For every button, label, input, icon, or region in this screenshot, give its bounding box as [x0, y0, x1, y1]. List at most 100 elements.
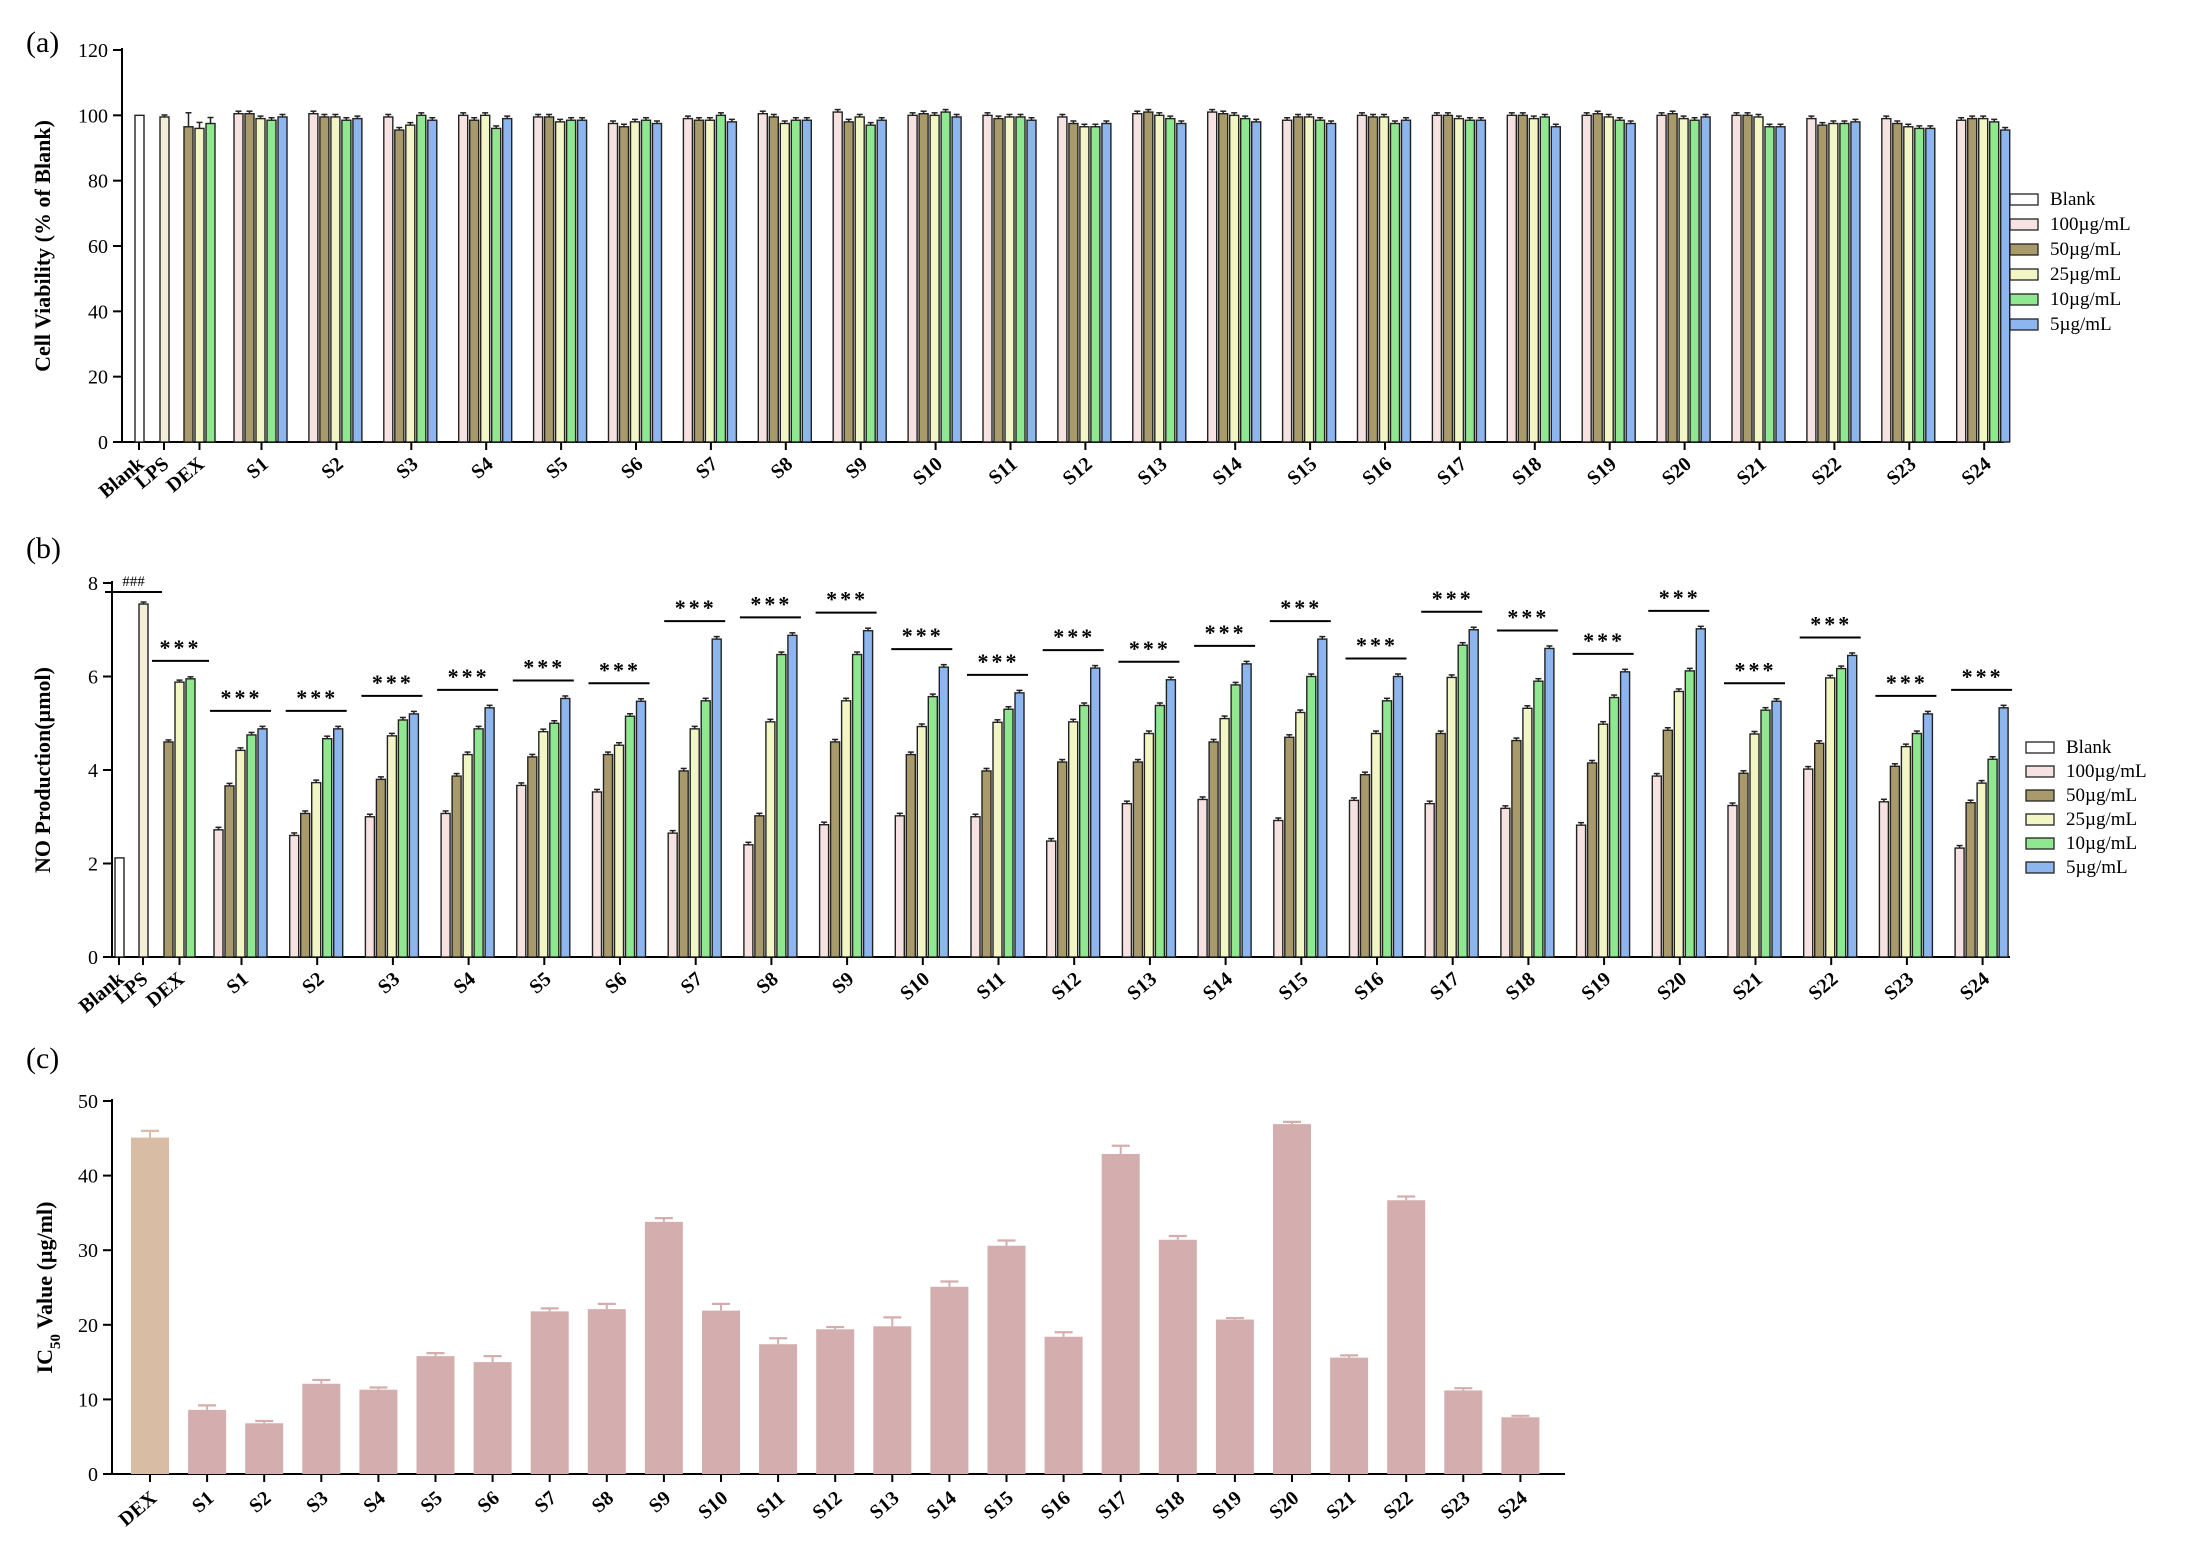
a-bar — [1068, 122, 1079, 443]
b-bar — [1143, 732, 1155, 958]
b-bar-dex — [163, 741, 174, 958]
a-bar — [640, 119, 652, 443]
a-bar — [1165, 117, 1176, 443]
b-bar — [1056, 761, 1068, 958]
b-sig-stars: *** — [1507, 604, 1549, 629]
a-bar — [1367, 116, 1379, 443]
a-legend-swatch — [2009, 193, 2039, 206]
a-bar — [554, 121, 566, 443]
a-bar — [543, 116, 555, 443]
c-bar — [1215, 1319, 1254, 1474]
a-bar — [319, 116, 330, 443]
b-y-tick-label: 4 — [88, 760, 98, 782]
a-bar — [1431, 114, 1443, 443]
b-bar — [1738, 772, 1749, 958]
b-bar — [667, 832, 678, 958]
b-bar — [1878, 801, 1890, 958]
a-bar — [1506, 114, 1518, 443]
a-bar — [982, 114, 993, 443]
c-x-label: S19 — [1208, 1487, 1246, 1524]
b-sig-stars: *** — [1735, 657, 1777, 682]
a-bar — [1464, 119, 1476, 443]
b-bar — [322, 737, 333, 958]
a-bar — [1999, 129, 2011, 443]
b-bar — [602, 753, 614, 958]
a-bar — [779, 122, 790, 443]
b-y-tick-label: 0 — [88, 947, 98, 969]
a-bar — [532, 116, 544, 443]
a-bar — [1389, 122, 1401, 443]
b-sig-stars: *** — [978, 649, 1020, 674]
b-bar — [711, 638, 722, 958]
b-bar — [1802, 768, 1814, 958]
c-y-tick-label: 40 — [78, 1166, 98, 1188]
a-x-label-control: DEX — [162, 453, 209, 497]
a-bar — [929, 114, 940, 443]
a-bar — [704, 119, 716, 443]
b-bar — [1900, 745, 1912, 958]
a-legend-label: 5µg/mL — [2050, 314, 2112, 335]
b-x-label: S7 — [677, 968, 707, 998]
b-bar — [1241, 663, 1252, 958]
b-sig-stars: *** — [1053, 624, 1095, 649]
a-bar — [1154, 114, 1165, 443]
b-bar — [829, 741, 841, 958]
a-legend-swatch — [2009, 318, 2039, 331]
a-bar — [266, 119, 277, 443]
b-x-label: S3 — [374, 968, 404, 998]
b-bar — [1922, 713, 1934, 958]
c-bar — [702, 1310, 740, 1474]
b-bar — [1760, 709, 1771, 958]
c-x-label: S16 — [1037, 1487, 1075, 1524]
a-bar — [341, 119, 352, 443]
b-bar — [1749, 733, 1760, 958]
a-x-label: S10 — [909, 453, 947, 490]
c-y-tick-label: 0 — [88, 1464, 98, 1486]
b-sig-stars: *** — [1280, 595, 1322, 620]
a-bar — [1250, 121, 1262, 443]
b-bar — [1446, 676, 1457, 958]
b-bar — [1651, 775, 1663, 958]
c-bar — [416, 1356, 455, 1474]
a-bar — [618, 126, 630, 443]
a-x-label: S20 — [1658, 453, 1696, 490]
a-bar-dex — [205, 122, 216, 443]
b-bar — [992, 721, 1003, 958]
a-x-label: S21 — [1733, 453, 1771, 490]
b-bar — [1284, 736, 1295, 958]
a-bar — [1828, 122, 1839, 443]
a-bar — [416, 114, 427, 443]
a-bar — [1839, 122, 1850, 443]
b-x-label: S20 — [1653, 968, 1691, 1005]
c-x-label: S4 — [359, 1487, 389, 1517]
b-bar — [1121, 802, 1133, 958]
panel-c-label: (c) — [26, 1042, 59, 1075]
c-bar — [587, 1309, 626, 1474]
b-bar — [1370, 732, 1382, 958]
b-bar — [397, 719, 409, 958]
b-bar — [1965, 802, 1976, 958]
a-bar — [940, 111, 951, 443]
b-bar — [613, 744, 625, 958]
a-x-label: S6 — [617, 453, 647, 483]
b-bar — [213, 829, 224, 958]
a-bar — [1453, 117, 1465, 443]
b-bar-blank — [114, 857, 125, 958]
b-bar — [1359, 773, 1371, 958]
b-sig-stars: *** — [296, 685, 338, 710]
a-x-label: S9 — [842, 453, 872, 483]
a-bar — [352, 117, 363, 443]
b-legend-label: 50µg/mL — [2066, 785, 2137, 806]
b-sig-stars: *** — [1810, 611, 1852, 636]
b-bar — [246, 734, 257, 958]
a-bar-dex — [183, 126, 194, 443]
b-bar — [1727, 804, 1738, 958]
a-bar — [607, 122, 619, 443]
b-bar — [1824, 677, 1836, 958]
a-bar — [1303, 116, 1315, 443]
a-bar — [1592, 112, 1603, 443]
b-x-label: S5 — [525, 968, 555, 998]
b-bar — [1208, 741, 1219, 958]
b-bar — [765, 721, 776, 958]
